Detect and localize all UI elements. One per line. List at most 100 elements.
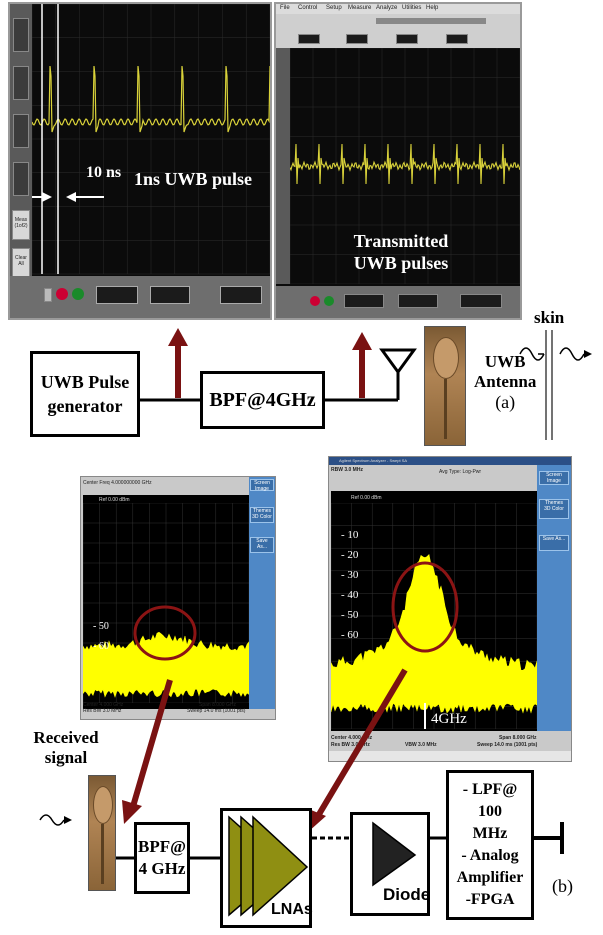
sa-left-save-as-key[interactable]: Save As...: [250, 537, 274, 553]
menu-file[interactable]: File: [280, 5, 290, 11]
scope-right-softkey-column: [276, 48, 290, 284]
scope-right-overview-bar[interactable]: [376, 18, 486, 24]
sa-left-footer-rbw: Res BW 3.0 MHz: [83, 708, 122, 714]
bpf-top-block: BPF@4GHz: [200, 371, 325, 429]
scope-left-small-key[interactable]: [44, 288, 52, 302]
received-label-line2: signal: [44, 748, 88, 767]
sa-right-header: RBW 3.0 MHz: [331, 467, 363, 473]
scope-left-waveform: [32, 65, 270, 133]
sa-left-footer-center: Center 4.000 GHz: [83, 702, 124, 708]
sa-right-footer-rbw: Res BW 3.0 MHz: [331, 742, 370, 748]
bpf-bottom-block: BPF@ 4 GHz: [134, 822, 190, 894]
sa-right-footer-center: Center 4.000 GHz: [331, 735, 373, 741]
arrow-to-bpf: [129, 679, 173, 811]
tag-b: (b): [552, 876, 573, 896]
received-wave-icon: [39, 814, 65, 826]
run-stop-icon[interactable]: [310, 296, 320, 306]
wave-in-icon: [519, 347, 545, 361]
scope-left-channel-key[interactable]: [13, 114, 29, 148]
skin-label: skin: [534, 308, 565, 327]
spectrum-analyzer-right: Agilent Spectrum Analyzer - Swept SA RBW…: [328, 456, 572, 762]
wave-out-icon: [559, 347, 585, 361]
received-wave-arrow: [64, 816, 72, 824]
processing-line2: MHz: [472, 825, 508, 842]
diode-icon: [372, 821, 417, 887]
antenna-photo-bottom: [88, 775, 116, 891]
sa-right-screen: Ref 0.00 dBm - 10 - 20 - 30 - 40 - 50 - …: [331, 491, 537, 731]
arrow-to-right-scope-head: [352, 332, 372, 350]
sa-left-ref: Ref 0.00 dBm: [99, 497, 130, 503]
sa-right-footer-sweep: Sweep 14.0 ms (1001 pts): [477, 742, 538, 748]
sa-right-spectrum: [331, 553, 537, 714]
scope-right-toolbar: [276, 14, 520, 48]
sa-right-level-30: - 30: [341, 569, 359, 581]
sa-right-themes-key[interactable]: Themes 3D Color: [539, 499, 569, 519]
single-icon[interactable]: [324, 296, 334, 306]
scope-left-meas-key[interactable]: Meas (1of2): [12, 210, 30, 240]
trigger-field[interactable]: [220, 286, 262, 304]
delay-field[interactable]: [398, 294, 438, 308]
scope-left-clear-key[interactable]: Clear All: [12, 248, 30, 278]
sa-right-level-60: - 60: [341, 629, 359, 641]
diode-shape: [372, 821, 417, 887]
menu-control[interactable]: Control: [298, 5, 318, 11]
channel1-scale-field[interactable]: [298, 34, 320, 44]
sa-right-screen-image-key[interactable]: Screen Image: [539, 471, 569, 485]
sa-right-save-as-key[interactable]: Save As...: [539, 535, 569, 551]
sa-right-level-40: - 40: [341, 589, 359, 601]
period-label: 10 ns: [86, 164, 122, 181]
timebase-field[interactable]: [344, 294, 384, 308]
sa-left-screen-image-key[interactable]: Screen Image: [250, 479, 274, 492]
scope-right: File Control Setup Measure Analyze Utili…: [274, 2, 522, 320]
sa-right-ref: Ref 0.00 dBm: [351, 495, 382, 501]
menu-analyze[interactable]: Analyze: [376, 5, 398, 11]
processing-line4: Amplifier: [456, 869, 524, 886]
sa-right-footer-vbw: VBW 3.0 MHz: [405, 742, 437, 748]
delay-field[interactable]: [150, 286, 190, 304]
channel4-scale-field[interactable]: [446, 34, 468, 44]
sa-right-highlight-circle: [391, 561, 459, 653]
period-arrow-head-right: [42, 192, 52, 202]
arrow-to-left-scope-head: [168, 328, 188, 346]
timebase-field[interactable]: [96, 286, 138, 304]
single-icon[interactable]: [72, 288, 84, 300]
diode-block: Diode: [350, 812, 430, 916]
sa-right-plot: [331, 503, 537, 729]
menu-measure[interactable]: Measure: [348, 5, 372, 11]
received-signal-label: Received signal: [28, 728, 104, 768]
antenna-patch: [433, 337, 459, 379]
channel3-scale-field[interactable]: [396, 34, 418, 44]
processing-block: - LPF@ 100 MHz - Analog Amplifier -FPGA: [446, 770, 534, 920]
transmitted-pulses-label: Transmitted UWB pulses: [346, 230, 456, 274]
tag-a: (a): [495, 392, 516, 412]
bottom-chain-wiring: [39, 668, 564, 860]
sa-right-level-50: - 50: [341, 609, 359, 621]
scope-left-channel-key[interactable]: [13, 162, 29, 196]
scope-left-channel-key[interactable]: [13, 66, 29, 100]
sa-right-level-10: - 10: [341, 529, 359, 541]
lna-stage-3-icon: [252, 815, 309, 917]
trigger-field[interactable]: [460, 294, 502, 308]
spectrum-analyzer-left: Center Freq 4.000000000 GHz Ref 0.00 dBm…: [80, 476, 276, 720]
sa-left-header: Center Freq 4.000000000 GHz: [83, 480, 152, 486]
sa-right-titlebar: Agilent Spectrum Analyzer - Swept SA: [329, 457, 571, 465]
bpf-bottom-line1: BPF@: [138, 837, 186, 856]
transmitted-label-line2: UWB pulses: [353, 253, 449, 273]
sa-right-softkey-panel: Screen Image Themes 3D Color Save As...: [537, 465, 571, 731]
menu-help[interactable]: Help: [426, 5, 439, 11]
channel2-scale-field[interactable]: [346, 34, 368, 44]
sa-left-themes-key[interactable]: Themes 3D Color: [250, 507, 274, 523]
pulse-generator-block: UWB Pulse generator: [30, 351, 140, 437]
top-chain-wiring: [140, 328, 592, 440]
sa-left-level-60: - 60: [93, 641, 109, 652]
sa-left-footer-sweep: Sweep 14.0 ms (1001 pts): [187, 708, 246, 714]
wave-out-arrow: [584, 350, 592, 358]
sa-right-statusline: [329, 751, 571, 761]
pulse-generator-line1: UWB Pulse: [40, 372, 130, 392]
menu-utilities[interactable]: Utilities: [402, 5, 422, 11]
scope-right-display: [290, 48, 520, 284]
run-stop-icon[interactable]: [56, 288, 68, 300]
scope-left-channel-key[interactable]: [13, 18, 29, 52]
menu-setup[interactable]: Setup: [326, 5, 342, 11]
